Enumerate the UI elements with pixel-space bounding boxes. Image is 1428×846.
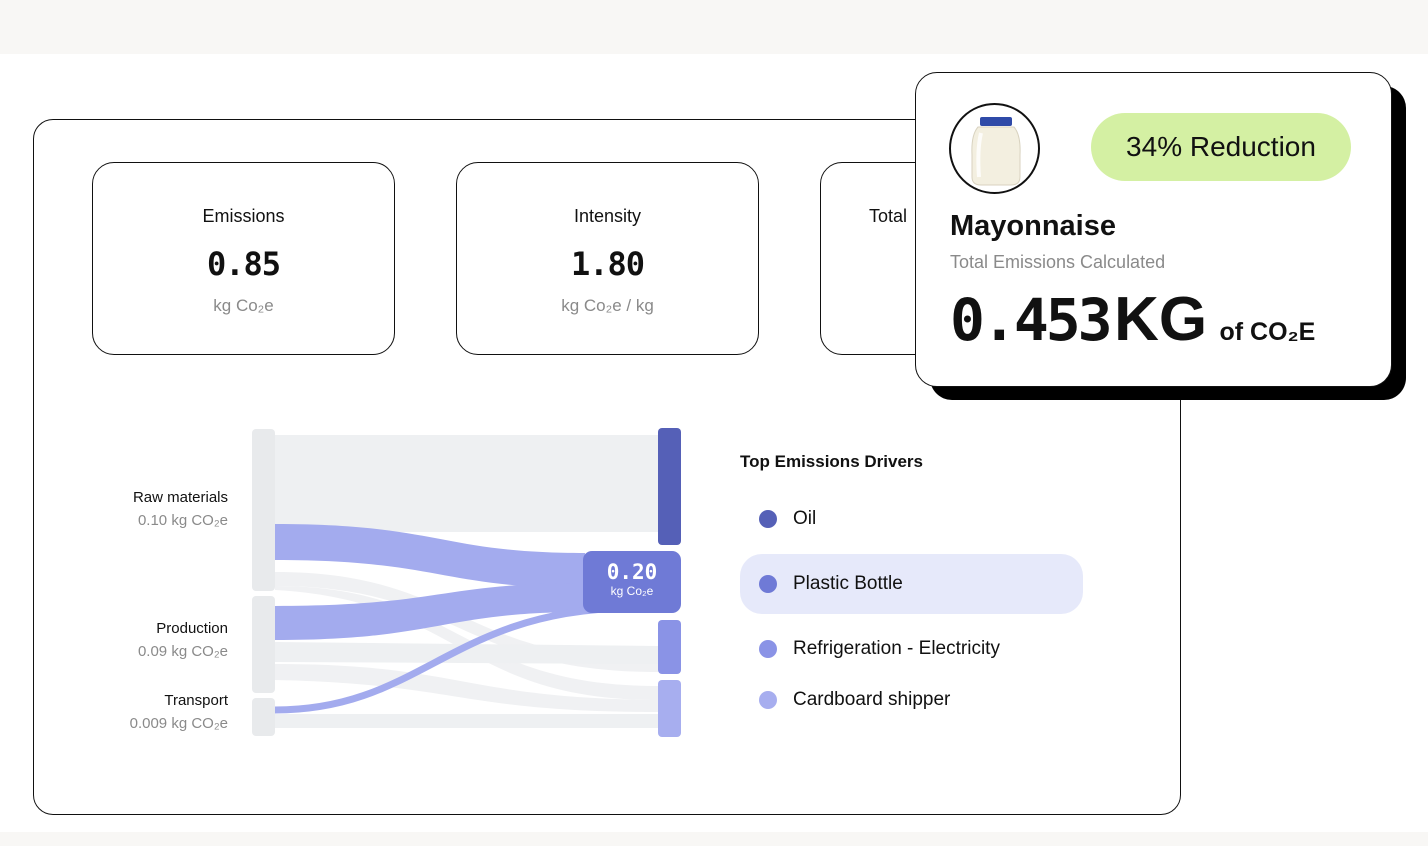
emissions-stat-card: Emissions 0.85 kg Co₂e [92, 162, 395, 355]
intensity-stat-card: Intensity 1.80 kg Co₂e / kg [456, 162, 759, 355]
driver-label: Plastic Bottle [793, 573, 903, 594]
stat-value: 1.80 [570, 245, 645, 283]
legend-dot [759, 640, 777, 658]
product-total: 0.453 KG of CO₂E [950, 284, 1315, 355]
driver-item-plastic-bottle[interactable]: Plastic Bottle [740, 554, 1083, 614]
stat-label: Intensity [573, 206, 642, 226]
product-name: Mayonnaise [950, 210, 1116, 242]
legend-dot [759, 575, 777, 593]
driver-item-oil[interactable]: Oil [740, 489, 1083, 549]
total-unit: KG [1114, 285, 1208, 354]
driver-item-refrigeration[interactable]: Refrigeration - Electricity [740, 619, 1083, 679]
stat-label: Total [869, 206, 908, 226]
legend-dot [759, 510, 777, 528]
plastic-bottle-node-value[interactable]: 0.20 kg Co₂e [583, 551, 681, 613]
stat-value: 0.85 [206, 245, 281, 283]
source-value: 0.009 kg CO₂e [129, 715, 228, 732]
bottom-band [0, 832, 1428, 846]
driver-item-cardboard[interactable]: Cardboard shipper [740, 670, 1083, 730]
source-name: Transport [164, 692, 228, 709]
drivers-title: Top Emissions Drivers [740, 452, 923, 471]
legend-dot [759, 691, 777, 709]
node-value-number: 0.20 [606, 560, 658, 584]
source-value: 0.10 kg CO₂e [137, 512, 228, 529]
top-band [0, 0, 1428, 54]
source-value: 0.09 kg CO₂e [137, 643, 228, 660]
product-subtitle: Total Emissions Calculated [950, 252, 1166, 272]
stat-label: Emissions [202, 206, 285, 226]
driver-label: Cardboard shipper [793, 689, 951, 710]
total-value: 0.453 [950, 286, 1113, 354]
mayonnaise-jar-icon [949, 103, 1040, 194]
source-name: Production [156, 620, 228, 637]
source-label-production: Production 0.09 kg CO₂e [28, 620, 228, 660]
driver-label: Refrigeration - Electricity [793, 638, 1000, 659]
reduction-badge: 34% Reduction [1091, 113, 1351, 181]
source-label-raw-materials: Raw materials 0.10 kg CO₂e [28, 489, 228, 529]
source-name: Raw materials [132, 489, 228, 506]
source-label-transport: Transport 0.009 kg CO₂e [28, 692, 228, 732]
total-suffix: of CO₂E [1219, 318, 1316, 346]
stat-unit: kg Co₂e [213, 296, 274, 315]
node-value-unit: kg Co₂e [610, 584, 654, 598]
driver-label: Oil [793, 508, 817, 529]
stat-unit: kg Co₂e / kg [561, 296, 654, 315]
